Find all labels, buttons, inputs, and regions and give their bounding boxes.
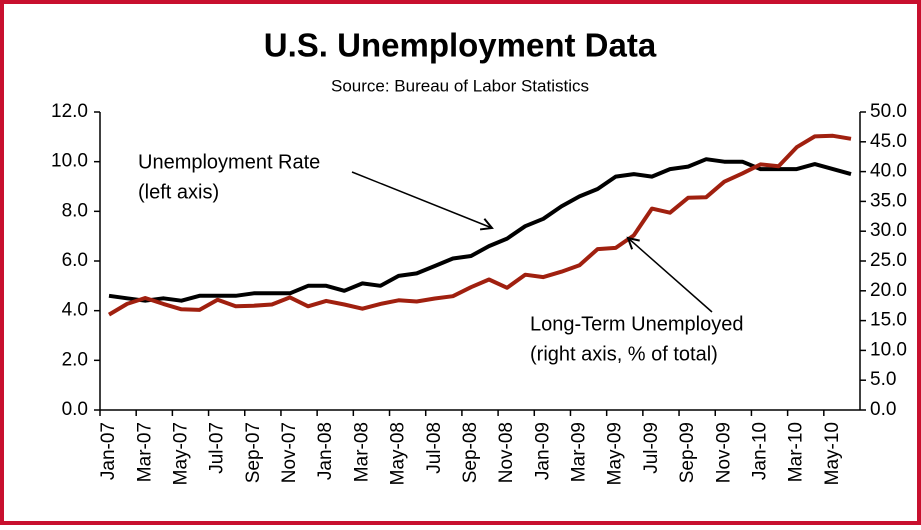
x-tick-label: Mar-07 — [134, 422, 155, 482]
y-tick-label: 10.0 — [51, 151, 88, 172]
annotation: (left axis) — [138, 181, 219, 203]
annotation: Unemployment Rate — [138, 151, 320, 173]
x-tick-label: Jan-07 — [98, 422, 119, 480]
x-tick-label: Jul-07 — [207, 422, 228, 474]
chart-title: U.S. Unemployment Data — [264, 27, 657, 64]
y2-tick-label: 40.0 — [870, 161, 907, 182]
annotation-arrow — [627, 237, 713, 313]
y2-tick-label: 5.0 — [870, 369, 896, 390]
annotation-arrow-head — [479, 218, 494, 231]
y2-tick-label: 15.0 — [870, 310, 907, 331]
x-tick-label: Sep-09 — [677, 422, 698, 483]
y-tick-label: 12.0 — [51, 101, 88, 122]
x-tick-label: Mar-09 — [569, 422, 590, 482]
x-tick-label: Jan-08 — [315, 422, 336, 480]
y2-tick-label: 35.0 — [870, 190, 907, 211]
x-tick-label: Sep-07 — [243, 422, 264, 483]
y2-tick-label: 45.0 — [870, 131, 907, 152]
annotation-arrow — [351, 171, 493, 229]
y2-tick-label: 30.0 — [870, 220, 907, 241]
y2-tick-label: 0.0 — [870, 399, 896, 420]
y-tick-label: 0.0 — [62, 399, 88, 420]
y-tick-label: 2.0 — [62, 349, 88, 370]
x-tick-label: May-08 — [388, 422, 409, 485]
annotation: Long-Term Unemployed — [530, 313, 743, 335]
x-tick-label: May-07 — [170, 422, 191, 485]
x-tick-label: Mar-10 — [786, 422, 807, 482]
x-tick-label: Jul-09 — [641, 422, 662, 474]
y-tick-label: 6.0 — [62, 250, 88, 271]
x-tick-label: May-09 — [605, 422, 626, 485]
y2-tick-label: 20.0 — [870, 280, 907, 301]
x-tick-label: Nov-08 — [496, 422, 517, 483]
x-tick-label: May-10 — [822, 422, 843, 485]
y-tick-label: 8.0 — [62, 200, 88, 221]
x-tick-label: Nov-07 — [279, 422, 300, 483]
chart-subtitle: Source: Bureau of Labor Statistics — [331, 76, 589, 95]
x-tick-label: Jan-10 — [749, 422, 770, 480]
x-tick-label: Jan-09 — [532, 422, 553, 480]
annotation: (right axis, % of total) — [530, 343, 718, 365]
series-line — [108, 157, 852, 303]
y2-tick-label: 25.0 — [870, 250, 907, 271]
series-line — [107, 133, 852, 317]
annotation-arrow-head — [626, 236, 640, 250]
x-tick-label: Sep-08 — [460, 422, 481, 483]
y2-tick-label: 10.0 — [870, 339, 907, 360]
y2-tick-label: 50.0 — [870, 101, 907, 122]
y-tick-label: 4.0 — [62, 300, 88, 321]
x-tick-label: Mar-08 — [351, 422, 372, 482]
x-tick-label: Jul-08 — [424, 422, 445, 474]
x-tick-label: Nov-09 — [713, 422, 734, 483]
